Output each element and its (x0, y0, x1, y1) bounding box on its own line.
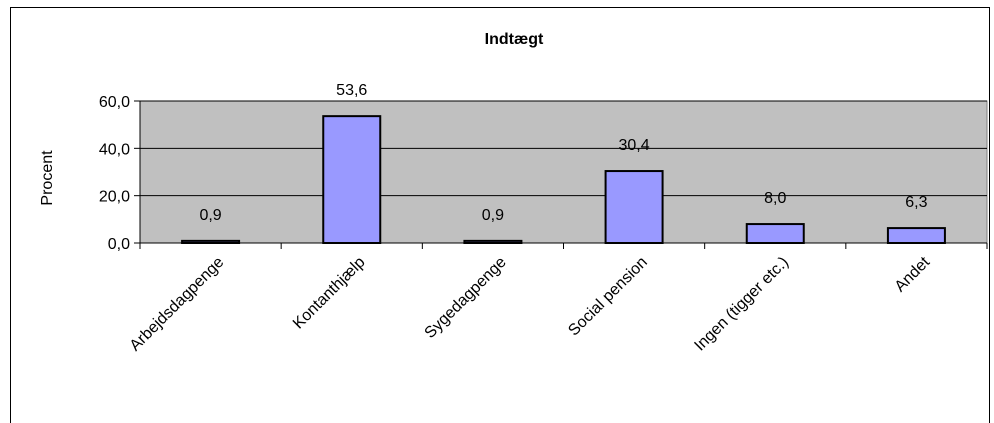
y-tick-label: 40,0 (99, 141, 130, 158)
data-label: 30,4 (619, 137, 650, 154)
gridlines (140, 100, 987, 197)
bar (181, 239, 241, 244)
y-tick-label: 60,0 (99, 94, 130, 111)
category-label: Kontanthjælp (290, 254, 369, 333)
chart-frame (10, 7, 990, 423)
bar (745, 223, 805, 244)
bar (463, 239, 523, 244)
category-labels: Arbejdsdagpenge Kontanthjælp Sygedagpenge S… (127, 253, 934, 354)
bars (181, 115, 946, 244)
data-label: 53,6 (336, 82, 367, 99)
data-label: 6,3 (905, 194, 927, 211)
axes: 0,0 20,0 40,0 60,0 (99, 94, 988, 253)
category-label: Andet (892, 253, 934, 295)
chart-title: Indtægt (485, 31, 544, 48)
bar (886, 227, 946, 244)
data-label: 0,9 (199, 207, 221, 224)
category-label: Social pension (565, 254, 651, 340)
data-labels: 0,9 53,6 0,9 30,4 8,0 6,3 (199, 82, 927, 224)
data-label: 0,9 (482, 207, 504, 224)
y-axis-label: Procent (39, 150, 56, 206)
plot-area (139, 100, 988, 244)
data-label: 8,0 (764, 190, 786, 207)
y-tick-label: 0,0 (108, 236, 130, 253)
bar (604, 170, 664, 244)
y-tick-label: 20,0 (99, 189, 130, 206)
bar (322, 115, 382, 244)
category-label: Sygedagpenge (422, 254, 510, 342)
category-label: Ingen (tigger etc.) (691, 254, 792, 355)
category-label: Arbejdsdagpenge (127, 254, 228, 355)
